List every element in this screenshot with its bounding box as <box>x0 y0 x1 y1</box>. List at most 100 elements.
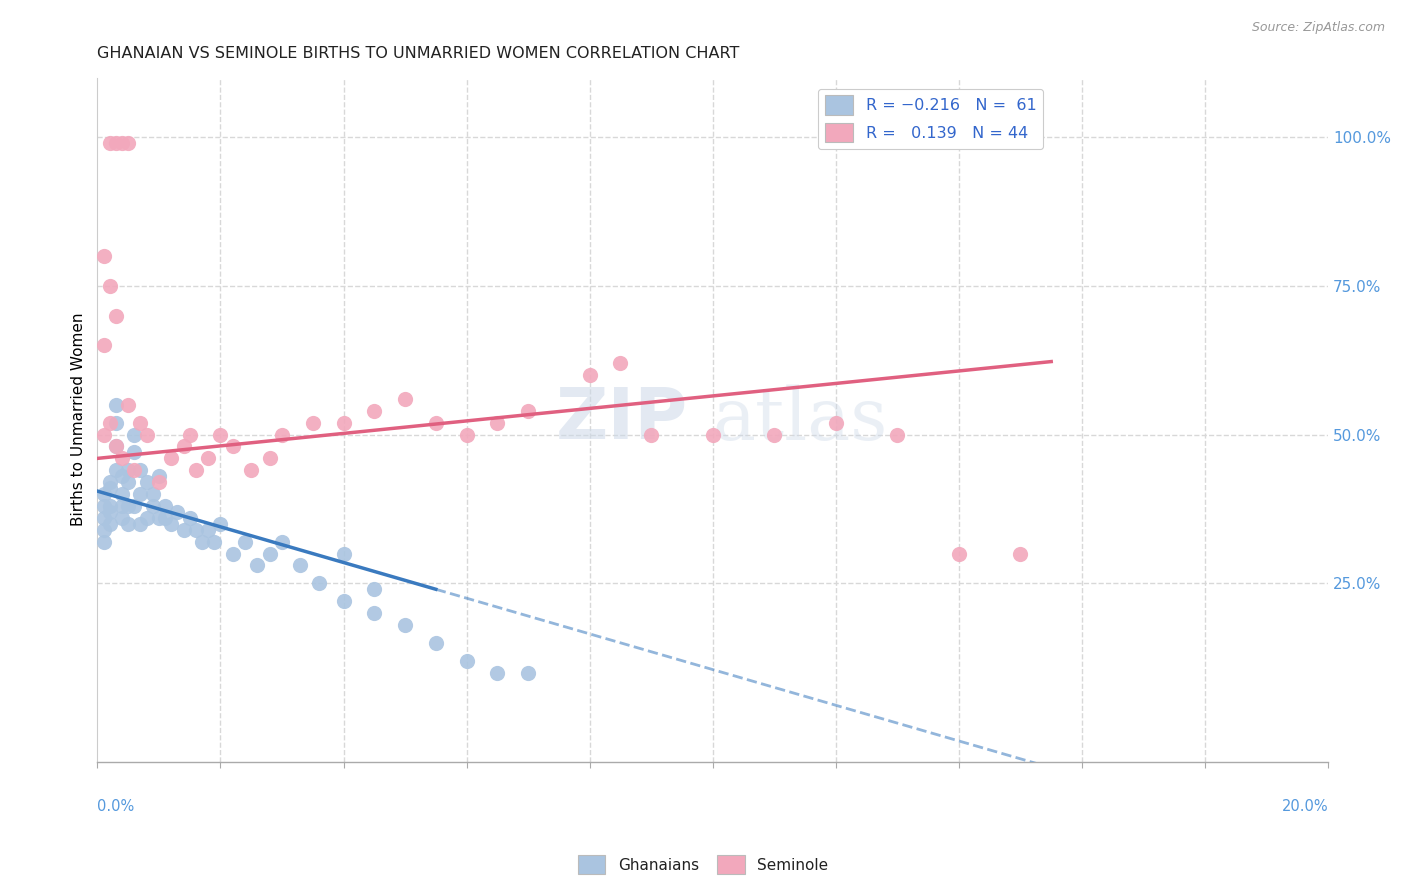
Point <box>824 416 846 430</box>
Point <box>486 416 509 430</box>
Point <box>129 416 152 430</box>
Point <box>111 451 134 466</box>
Point <box>425 636 447 650</box>
Point <box>332 416 354 430</box>
Point <box>93 249 115 263</box>
Point <box>166 505 188 519</box>
Point <box>517 665 540 680</box>
Point <box>98 416 121 430</box>
Point <box>160 516 183 531</box>
Point <box>142 499 165 513</box>
Point <box>763 427 786 442</box>
Point <box>104 463 127 477</box>
Point <box>290 558 312 573</box>
Point <box>124 445 146 459</box>
Point <box>209 427 232 442</box>
Point <box>129 487 152 501</box>
Point <box>425 416 447 430</box>
Point <box>142 487 165 501</box>
Point <box>124 499 146 513</box>
Point <box>111 469 134 483</box>
Point <box>93 511 115 525</box>
Point <box>117 398 139 412</box>
Legend: R = −0.216   N =  61, R =   0.139   N = 44: R = −0.216 N = 61, R = 0.139 N = 44 <box>818 89 1043 149</box>
Point <box>197 451 219 466</box>
Point <box>363 606 385 620</box>
Text: atlas: atlas <box>713 384 889 455</box>
Point <box>104 309 127 323</box>
Point <box>222 547 245 561</box>
Point <box>93 534 115 549</box>
Point <box>104 416 127 430</box>
Point <box>104 440 127 454</box>
Point <box>456 427 478 442</box>
Point <box>104 398 127 412</box>
Point <box>98 136 121 150</box>
Point <box>135 427 157 442</box>
Point <box>98 278 121 293</box>
Point <box>153 511 176 525</box>
Point <box>363 404 385 418</box>
Text: Source: ZipAtlas.com: Source: ZipAtlas.com <box>1251 21 1385 34</box>
Point <box>129 463 152 477</box>
Point <box>517 404 540 418</box>
Point <box>184 463 207 477</box>
Point <box>179 511 201 525</box>
Point <box>240 463 263 477</box>
Point <box>456 654 478 668</box>
Point <box>117 475 139 490</box>
Point <box>179 427 201 442</box>
Point <box>259 547 281 561</box>
Point <box>259 451 281 466</box>
Point <box>209 516 232 531</box>
Point <box>98 499 121 513</box>
Point <box>111 487 134 501</box>
Point <box>111 511 134 525</box>
Text: GHANAIAN VS SEMINOLE BIRTHS TO UNMARRIED WOMEN CORRELATION CHART: GHANAIAN VS SEMINOLE BIRTHS TO UNMARRIED… <box>97 46 740 62</box>
Point <box>117 136 139 150</box>
Point <box>184 523 207 537</box>
Point <box>124 427 146 442</box>
Legend: Ghanaians, Seminole: Ghanaians, Seminole <box>572 849 834 880</box>
Point <box>578 368 600 383</box>
Y-axis label: Births to Unmarried Women: Births to Unmarried Women <box>72 313 86 526</box>
Point <box>191 534 214 549</box>
Point <box>222 440 245 454</box>
Point <box>308 576 330 591</box>
Point <box>124 463 146 477</box>
Point <box>1010 547 1032 561</box>
Point <box>93 427 115 442</box>
Point <box>117 499 139 513</box>
Point <box>173 523 195 537</box>
Point <box>363 582 385 597</box>
Point <box>173 440 195 454</box>
Point <box>160 451 183 466</box>
Point <box>486 665 509 680</box>
Point <box>135 511 157 525</box>
Point <box>98 516 121 531</box>
Point <box>609 356 631 370</box>
Point <box>98 475 121 490</box>
Point <box>394 392 416 406</box>
Point <box>332 594 354 608</box>
Point <box>640 427 662 442</box>
Point <box>93 499 115 513</box>
Point <box>93 487 115 501</box>
Point <box>153 499 176 513</box>
Point <box>135 475 157 490</box>
Point <box>104 136 127 150</box>
Point <box>93 338 115 352</box>
Point <box>111 136 134 150</box>
Point <box>271 427 294 442</box>
Text: 0.0%: 0.0% <box>97 799 135 814</box>
Point <box>332 547 354 561</box>
Text: 20.0%: 20.0% <box>1281 799 1329 814</box>
Point <box>117 516 139 531</box>
Point <box>702 427 724 442</box>
Point <box>197 523 219 537</box>
Point <box>948 547 970 561</box>
Point <box>148 511 170 525</box>
Point <box>93 523 115 537</box>
Point <box>233 534 256 549</box>
Point <box>148 469 170 483</box>
